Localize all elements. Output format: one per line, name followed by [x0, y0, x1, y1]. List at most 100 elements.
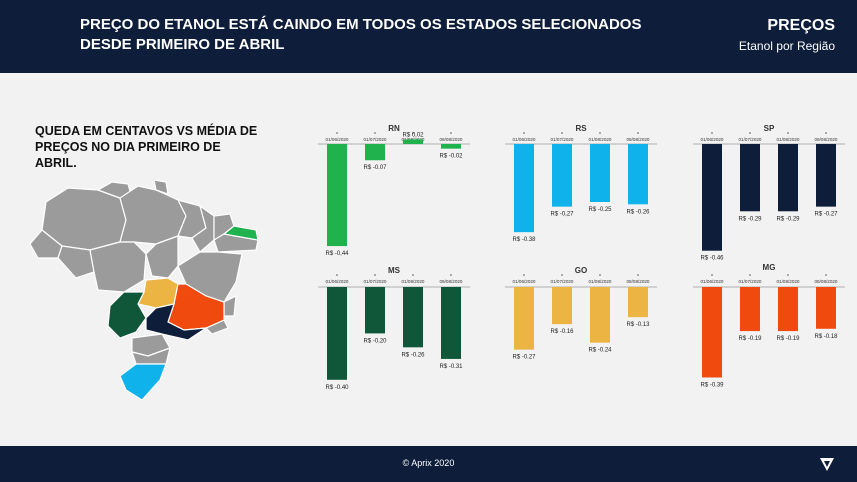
- ms-value-label-0: R$ -0.40: [325, 385, 349, 391]
- copyright: © Aprix 2020: [402, 458, 455, 468]
- headline: PREÇO DO ETANOL ESTÁ CAINDO EM TODOS OS …: [80, 15, 660, 55]
- rs-tick-mark-1: [561, 132, 563, 134]
- rs-value-label-1: R$ -0,27: [550, 212, 574, 218]
- ms-chart-title: MS: [388, 266, 401, 275]
- headline-line-1: PREÇO DO ETANOL ESTÁ CAINDO EM TODOS OS …: [80, 16, 642, 33]
- sp-date-label-2: 01/08/2020: [777, 137, 800, 142]
- rn-tick-mark-3: [450, 132, 452, 134]
- ms-tick-mark-3: [450, 274, 452, 276]
- map-state-ms: [107, 291, 147, 339]
- ms-date-label-3: 09/08/2020: [440, 279, 463, 284]
- rn-date-label-0: 01/06/2020: [326, 137, 349, 142]
- ms-tick-mark-1: [374, 274, 376, 276]
- map-state-sc: [131, 347, 171, 365]
- rs-bar-1: [552, 144, 572, 207]
- mg-tick-mark-0: [711, 274, 713, 276]
- rn-bar-1: [365, 144, 385, 161]
- go-bar-2: [590, 287, 610, 343]
- rn-value-label-3: R$ -0.02: [439, 154, 463, 160]
- go-bar-3: [628, 287, 648, 318]
- map-state-sp: [145, 303, 207, 341]
- go-value-label-1: R$ -0.16: [550, 329, 574, 335]
- footer-bar: © Aprix 2020: [0, 446, 857, 482]
- map-state-ap: [153, 180, 169, 195]
- rn-tick-mark-1: [374, 132, 376, 134]
- go-bar-0: [514, 287, 534, 350]
- mg-tick-mark-2: [787, 274, 789, 276]
- rn-bar-2: [403, 139, 423, 144]
- mg-date-label-3: 09/08/2020: [815, 279, 838, 284]
- sp-date-label-3: 09/08/2020: [815, 137, 838, 142]
- rs-tick-mark-3: [637, 132, 639, 134]
- chart-description-line-3: ABRIL.: [35, 156, 77, 170]
- sp-date-label-1: 01/07/2020: [739, 137, 762, 142]
- ms-bar-2: [403, 287, 423, 348]
- go-value-label-3: R$ -0.13: [626, 322, 650, 328]
- rs-tick-mark-2: [599, 132, 601, 134]
- rs-bar-3: [628, 144, 648, 205]
- mg-bar-0: [702, 287, 722, 378]
- mg-chart-title: MG: [763, 263, 776, 272]
- go-tick-mark-0: [523, 274, 525, 276]
- sp-value-label-1: R$ -0.29: [738, 216, 762, 222]
- rs-date-label-3: 09/08/2020: [627, 137, 650, 142]
- sp-bar-3: [816, 144, 836, 207]
- go-chart-title: GO: [575, 266, 587, 275]
- rs-date-label-1: 01/07/2020: [551, 137, 574, 142]
- rn-date-label-1: 01/07/2020: [364, 137, 387, 142]
- section-subtitle: Etanol por Região: [738, 39, 835, 53]
- ms-bar-0: [327, 287, 347, 380]
- rs-value-label-2: R$ -0.25: [588, 207, 612, 213]
- mg-value-label-0: R$ -0.39: [700, 382, 724, 388]
- rn-value-label-2: R$ 0,02: [402, 132, 424, 138]
- sp-tick-mark-0: [711, 132, 713, 134]
- rs-value-label-3: R$ -0.26: [626, 209, 650, 215]
- sp-value-label-2: R$ -0.29: [776, 216, 800, 222]
- headline-line-2: DESDE PRIMEIRO DE ABRIL: [80, 36, 285, 53]
- ms-bar-3: [441, 287, 461, 359]
- mg-value-label-2: R$ -0.19: [776, 336, 800, 342]
- mg-bar-2: [778, 287, 798, 332]
- mg-value-label-3: R$ -0.18: [814, 334, 838, 340]
- brazil-map: [29, 180, 259, 401]
- ms-value-label-1: R$ -0,20: [363, 338, 387, 344]
- mg-tick-mark-1: [749, 274, 751, 276]
- mg-date-label-1: 01/07/2020: [739, 279, 762, 284]
- rs-chart-title: RS: [575, 124, 587, 133]
- rn-chart-title: RN: [388, 124, 400, 133]
- ms-date-label-1: 01/07/2020: [364, 279, 387, 284]
- ms-value-label-2: R$ -0.26: [401, 352, 425, 358]
- sp-value-label-3: R$ -0.27: [814, 212, 838, 218]
- map-state-rn: [222, 225, 259, 241]
- ms-tick-mark-2: [412, 274, 414, 276]
- rs-date-label-2: 01/08/2020: [589, 137, 612, 142]
- mg-value-label-1: R$ -0.19: [738, 336, 762, 342]
- go-bar-1: [552, 287, 572, 325]
- rn-bar-0: [327, 144, 347, 247]
- rs-date-label-0: 01/06/2020: [513, 137, 536, 142]
- go-date-label-3: 09/08/2020: [627, 279, 650, 284]
- go-date-label-2: 01/08/2020: [589, 279, 612, 284]
- sp-bar-2: [778, 144, 798, 212]
- mg-date-label-2: 01/08/2020: [777, 279, 800, 284]
- ms-tick-mark-0: [336, 274, 338, 276]
- chart-description-line-2: PREÇOS NO DIA PRIMEIRO DE: [35, 140, 221, 154]
- mg-date-label-0: 01/06/2020: [701, 279, 724, 284]
- go-value-label-2: R$ -0.24: [588, 348, 612, 354]
- sp-date-label-0: 01/06/2020: [701, 137, 724, 142]
- go-tick-mark-2: [599, 274, 601, 276]
- sp-value-label-0: R$ -0.46: [700, 256, 724, 262]
- aprix-logo-icon: [820, 458, 834, 471]
- ms-date-label-2: 01/08/2020: [402, 279, 425, 284]
- sp-chart-title: SP: [764, 124, 775, 133]
- rs-value-label-0: R$ -0.38: [512, 237, 536, 243]
- sp-tick-mark-1: [749, 132, 751, 134]
- ms-date-label-0: 01/06/2020: [326, 279, 349, 284]
- rs-bar-2: [590, 144, 610, 202]
- go-date-label-1: 01/07/2020: [551, 279, 574, 284]
- sp-bar-1: [740, 144, 760, 212]
- rn-tick-mark-2: [412, 132, 414, 134]
- rn-value-label-0: R$ -0,44: [325, 251, 349, 257]
